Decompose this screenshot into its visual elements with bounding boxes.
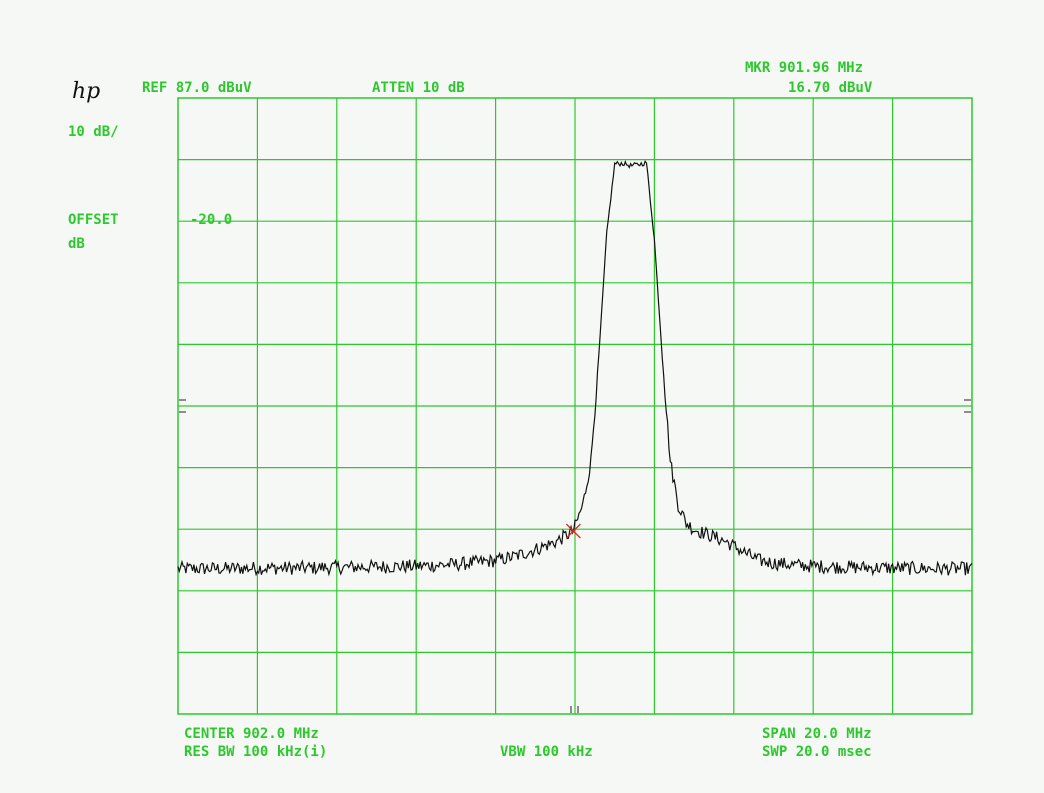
attenuation-label: ATTEN 10 dB bbox=[372, 80, 465, 96]
span-label: SPAN 20.0 MHz bbox=[762, 726, 872, 742]
center-frequency-label: CENTER 902.0 MHz bbox=[184, 726, 319, 742]
marker-x-icon[interactable] bbox=[566, 524, 580, 538]
offset-value: -20.0 bbox=[190, 212, 232, 228]
offset-unit-label: dB bbox=[68, 236, 85, 252]
resolution-bandwidth-label: RES BW 100 kHz(i) bbox=[184, 744, 327, 760]
marker-frequency-label: MKR 901.96 MHz bbox=[745, 60, 863, 76]
offset-label: OFFSET bbox=[68, 212, 119, 228]
hp-logo: hp bbox=[72, 80, 100, 104]
video-bandwidth-label: VBW 100 kHz bbox=[500, 744, 593, 760]
scale-label: 10 dB/ bbox=[68, 124, 119, 140]
marker-level-label: 16.70 dBuV bbox=[788, 80, 872, 96]
sweep-time-label: SWP 20.0 msec bbox=[762, 744, 872, 760]
graticule-lines bbox=[178, 98, 972, 714]
ref-level-label: REF 87.0 dBuV bbox=[142, 80, 252, 96]
